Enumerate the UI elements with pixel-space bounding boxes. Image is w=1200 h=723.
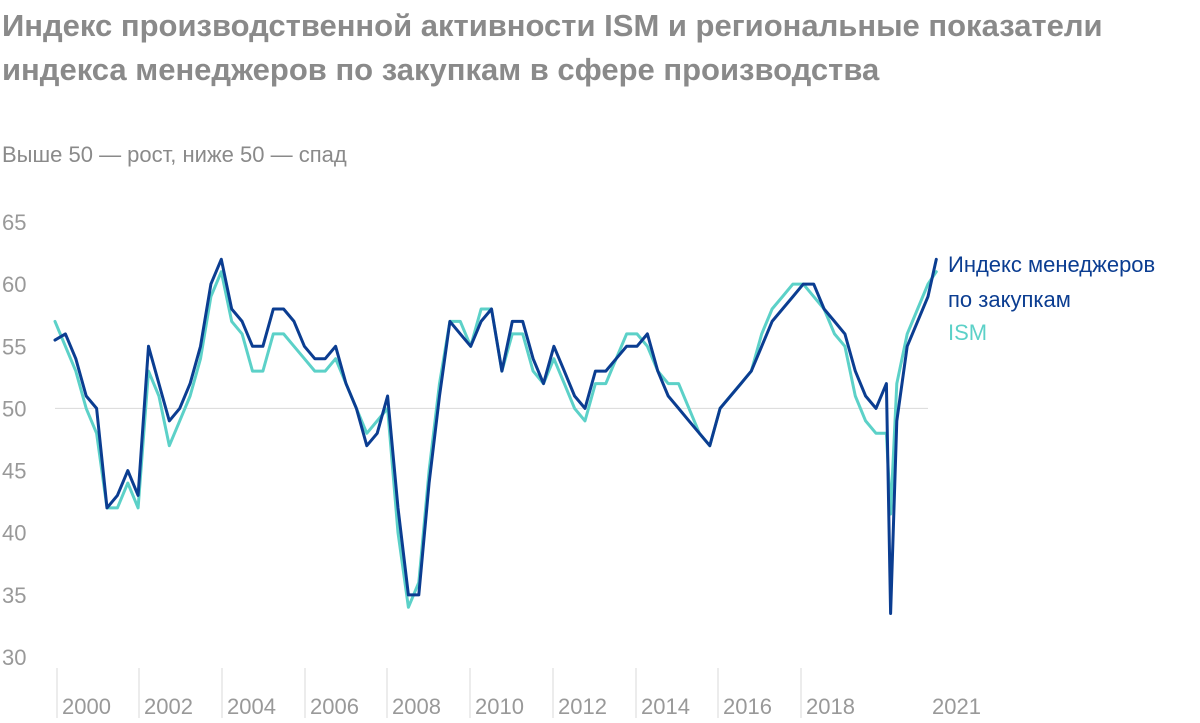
legend-label: ISM	[948, 320, 987, 345]
y-tick-label: 65	[2, 210, 26, 235]
ism-series-line	[53, 270, 938, 609]
legend: Индекс менеджеров по закупкам ISM	[948, 252, 1155, 345]
x-tick-label: 2016	[723, 694, 772, 719]
chart-subtitle: Выше 50 — рост, ниже 50 — спад	[2, 142, 347, 167]
x-tick-label: 2014	[641, 694, 690, 719]
x-tick-label: 2000	[62, 694, 111, 719]
chart-title: Индекс производственной активности ISM и…	[2, 8, 1103, 87]
y-tick-label: 45	[2, 459, 26, 484]
x-tick-label: 2010	[475, 694, 524, 719]
y-tick-label: 35	[2, 583, 26, 608]
x-tick-label: 2004	[227, 694, 276, 719]
pmi-series-line	[53, 257, 938, 615]
y-tick-label: 55	[2, 334, 26, 359]
y-tick-label: 60	[2, 272, 26, 297]
axes: 65 60 55 50 45 40 35 30 2000 2002 2004 2006 2008 2010…	[2, 210, 981, 719]
y-tick-label: 30	[2, 645, 26, 670]
legend-label: Индекс менеджеров	[948, 252, 1155, 277]
x-tick-label: 2018	[806, 694, 855, 719]
x-tick-label: 2006	[310, 694, 359, 719]
x-tick-label: 2012	[558, 694, 607, 719]
x-tick-label: 2021	[932, 694, 981, 719]
x-tick-label: 2008	[392, 694, 441, 719]
x-tick-label: 2002	[144, 694, 193, 719]
y-tick-label: 40	[2, 521, 26, 546]
y-tick-label: 50	[2, 396, 26, 421]
series-lines	[53, 257, 938, 615]
legend-label: по закупкам	[948, 287, 1071, 312]
